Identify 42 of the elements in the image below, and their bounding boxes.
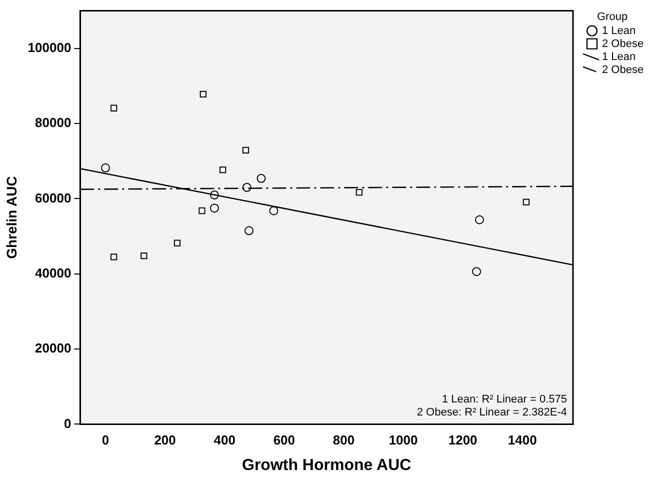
point [219,166,226,174]
annotation: 2 Obese: R² Linear = 2.382E-4 [416,406,567,419]
point [200,90,206,98]
legend-label: 1 Lean [602,50,636,63]
x-tick-label: 1000 [388,432,418,448]
point [256,174,266,183]
x-axis-title: Growth Hormone AUC [242,456,412,474]
point [210,190,219,200]
point [242,182,252,192]
point [522,198,530,206]
point [269,206,278,216]
legend-title: Group [597,10,628,23]
x-tick-label: 800 [332,432,355,448]
x-tick-label: 200 [154,432,176,448]
legend-label: 2 Obese [602,38,644,50]
point [100,163,110,172]
x-tick-label: 0 [102,432,110,448]
point [244,226,254,236]
y-tick-label: 0 [64,416,72,431]
x-tick-label: 400 [214,432,236,448]
point [475,215,484,224]
y-tick-label: 80000 [35,115,72,130]
x-tick-label: 1400 [508,432,537,448]
point [110,104,118,112]
point [174,240,181,246]
y-axis-title: Ghrelin AUC [3,176,20,259]
y-tick-label: 20000 [35,340,72,356]
y-tick-label: 100000 [28,40,72,55]
y-tick-label: 60000 [35,190,72,206]
point [242,146,250,154]
x-tick-label: 1200 [448,432,478,448]
point [356,188,363,196]
x-tick-label: 600 [273,432,296,448]
point [110,254,118,260]
point [210,204,219,213]
point [140,252,148,260]
point [198,207,206,214]
annotation: 1 Lean: R² Linear = 0.575 [442,394,567,406]
legend-label: 2 Obese [602,64,644,76]
point [472,267,482,276]
y-tick-label: 40000 [35,265,72,280]
legend-label: 1 Lean [602,24,636,37]
